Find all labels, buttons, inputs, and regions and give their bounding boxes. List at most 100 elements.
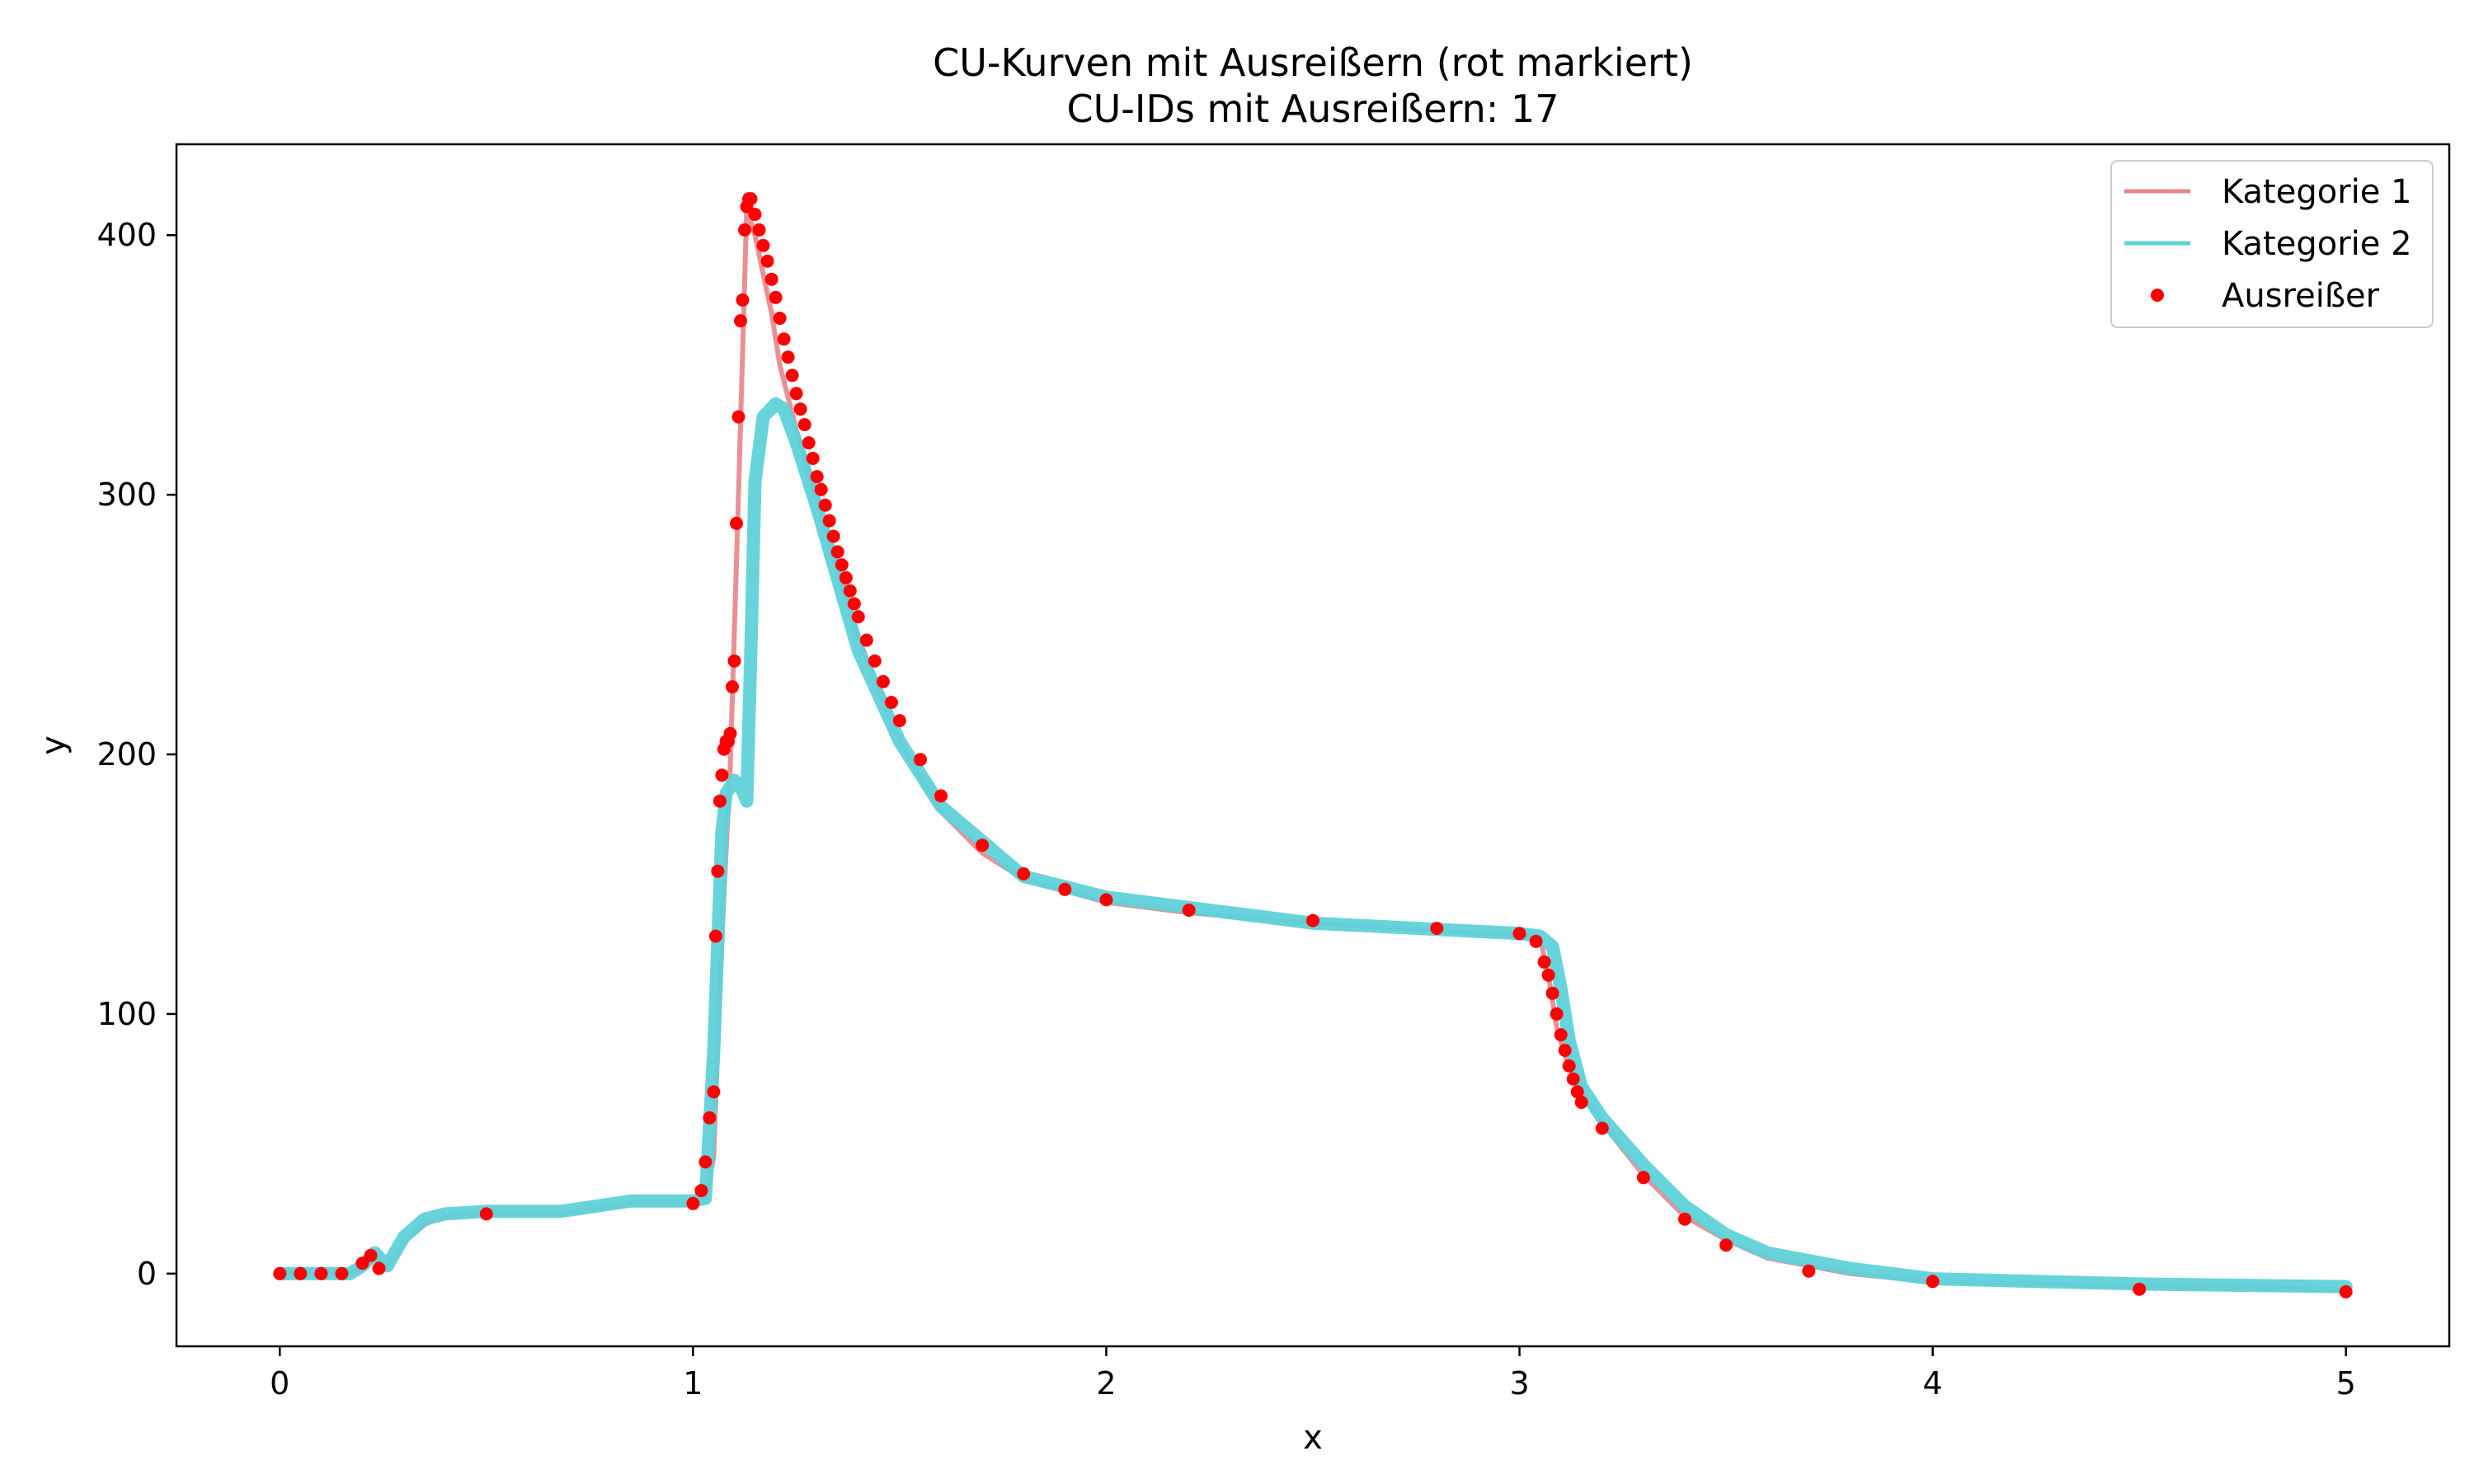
y-tick-label: 400: [96, 217, 157, 253]
outlier-point: [723, 726, 737, 740]
outlier-point: [851, 610, 865, 624]
outlier-point: [760, 254, 774, 268]
x-tick-label: 1: [683, 1365, 703, 1402]
outlier-point: [806, 452, 820, 465]
outlier-point: [976, 838, 990, 852]
y-tick-label: 200: [96, 736, 157, 773]
outlier-point: [1182, 904, 1196, 917]
outlier-point: [892, 714, 906, 728]
outlier-point: [826, 529, 840, 543]
outlier-point: [1558, 1044, 1572, 1057]
outlier-point: [734, 314, 747, 328]
x-axis-ticks: 0 1 2 3 4 5: [270, 1346, 2356, 1402]
outlier-point: [843, 584, 857, 598]
y-tick-label: 300: [96, 477, 157, 513]
x-axis-label: x: [1303, 1419, 1323, 1457]
outlier-point: [1574, 1096, 1588, 1109]
outlier-point: [479, 1207, 493, 1221]
outlier-point: [1306, 913, 1319, 928]
outlier-point: [1541, 968, 1555, 982]
outlier-point: [1017, 866, 1031, 881]
outlier-point: [777, 332, 791, 346]
outlier-point: [769, 290, 783, 304]
outlier-point: [731, 410, 745, 424]
outlier-point: [914, 753, 927, 767]
outlier-point: [822, 514, 836, 528]
legend-label-kategorie-1: Kategorie 1: [2222, 173, 2412, 211]
outlier-point: [273, 1266, 287, 1280]
outlier-point: [748, 208, 762, 221]
legend-label-kategorie-2: Kategorie 2: [2222, 225, 2412, 263]
outlier-point: [814, 482, 828, 496]
outlier-point: [364, 1248, 378, 1262]
outlier-point: [1802, 1264, 1816, 1278]
x-tick-label: 0: [270, 1365, 289, 1402]
x-tick-label: 3: [1509, 1365, 1529, 1402]
outlier-point: [1719, 1238, 1733, 1252]
outlier-point: [835, 558, 849, 572]
outlier-point: [713, 794, 727, 808]
outlier-point: [1512, 927, 1526, 941]
outlier-point: [736, 293, 750, 307]
chart-subtitle: CU-IDs mit Ausreißern: 17: [1067, 87, 1559, 131]
outlier-point: [726, 680, 739, 694]
outlier-point: [294, 1266, 308, 1280]
outlier-point: [884, 696, 898, 709]
outlier-point: [730, 516, 743, 530]
outlier-point: [802, 436, 816, 450]
legend: Kategorie 1 Kategorie 2 Ausreißer: [2110, 160, 2434, 328]
x-tick-label: 4: [1923, 1365, 1943, 1402]
x-tick-label: 5: [2336, 1365, 2356, 1402]
y-axis-ticks: 0 100 200 300 400: [96, 217, 176, 1292]
outlier-point: [355, 1256, 369, 1270]
outlier-point: [1537, 955, 1551, 969]
outlier-point: [859, 633, 873, 647]
series-line-2: [273, 397, 2353, 1294]
outlier-point: [756, 238, 770, 252]
outlier-point: [830, 545, 844, 559]
y-tick-label: 0: [137, 1256, 157, 1292]
outlier-point: [2133, 1282, 2147, 1296]
outlier-point: [1636, 1171, 1650, 1185]
chart-title: CU-Kurven mit Ausreißern (rot markiert): [933, 40, 1693, 85]
legend-box: [2110, 160, 2434, 328]
outlier-point: [781, 350, 795, 364]
outlier-point: [1678, 1212, 1691, 1226]
legend-swatch-ausreisser: [2151, 289, 2164, 302]
y-axis-label: y: [35, 735, 73, 755]
outlier-point: [1430, 922, 1444, 935]
outlier-point: [698, 1155, 713, 1169]
plot-area: [273, 192, 2353, 1298]
outlier-point: [1554, 1028, 1568, 1042]
outlier-point: [314, 1266, 328, 1280]
outlier-point: [1595, 1121, 1609, 1135]
outlier-point: [789, 387, 803, 401]
legend-label-ausreisser: Ausreißer: [2222, 277, 2380, 315]
outlier-point: [727, 654, 741, 668]
outlier-point: [797, 418, 811, 432]
outlier-point: [335, 1266, 349, 1280]
outlier-layer: [273, 192, 2353, 1298]
outlier-point: [694, 1184, 708, 1198]
outlier-point: [1562, 1059, 1576, 1073]
outlier-point: [1099, 893, 1113, 907]
outlier-point: [686, 1196, 700, 1210]
outlier-point: [839, 571, 853, 585]
outlier-point: [876, 674, 890, 688]
outlier-point: [1529, 934, 1543, 948]
outlier-point: [708, 929, 722, 943]
y-tick-label: 100: [96, 996, 157, 1032]
outlier-point: [785, 369, 799, 383]
outlier-point: [818, 498, 832, 512]
outlier-point: [934, 789, 948, 803]
outlier-point: [1545, 986, 1559, 1000]
outlier-point: [711, 864, 725, 878]
outlier-point: [372, 1261, 386, 1275]
outlier-point: [810, 470, 824, 484]
outlier-point: [707, 1085, 721, 1099]
outlier-point: [1926, 1275, 1940, 1289]
outlier-point: [1550, 1007, 1564, 1021]
outlier-point: [715, 768, 729, 782]
series-layer: [273, 206, 2353, 1294]
